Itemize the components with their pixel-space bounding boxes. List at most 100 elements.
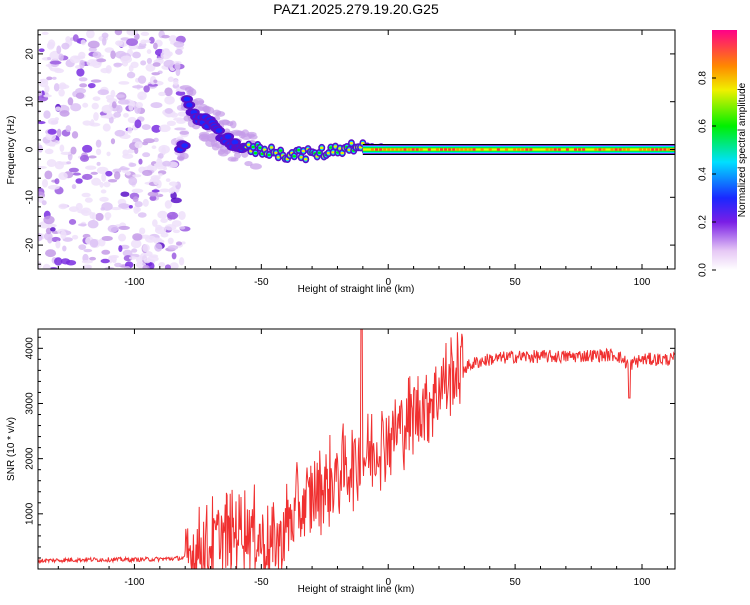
band-peak (655, 148, 659, 151)
band-peak (618, 148, 622, 151)
noise-blob (142, 198, 149, 207)
snr-xtick-label: 50 (510, 577, 522, 588)
noise-blob (118, 81, 130, 85)
noise-blob (139, 227, 146, 235)
noise-blob (167, 76, 175, 83)
band-peak (573, 148, 578, 151)
noise-blob (154, 243, 163, 252)
track-core (329, 146, 333, 149)
band-peak (480, 148, 484, 151)
noise-blob (140, 31, 150, 36)
band-peak (464, 148, 468, 151)
track-core (269, 146, 274, 149)
noise-blob (107, 224, 119, 233)
noise-blob (89, 122, 101, 127)
noise-blob (93, 112, 99, 121)
noise-blob (118, 245, 123, 253)
spectrogram-ytick-label: -10 (25, 190, 36, 205)
noise-blob (166, 120, 176, 127)
noise-blob (150, 102, 163, 109)
noise-blob (133, 205, 140, 214)
noise-blob (157, 210, 168, 219)
track-core (258, 146, 262, 150)
band-peak (557, 148, 561, 151)
noise-blob (165, 178, 171, 183)
noise-blob (75, 178, 83, 184)
band-peak (504, 148, 509, 151)
noise-blob (130, 61, 139, 69)
band-peak (488, 148, 492, 151)
noise-blob (88, 47, 97, 53)
track-core (326, 151, 331, 155)
snr-ytick-label: 3000 (25, 392, 36, 415)
noise-blob (58, 82, 67, 90)
snr-frame (37, 328, 676, 570)
noise-blob (79, 154, 90, 162)
noise-blob (158, 91, 166, 97)
noise-blob (46, 76, 53, 81)
noise-blob (149, 195, 157, 201)
noise-blob (131, 248, 138, 253)
noise-blob (153, 42, 158, 50)
band-peak (659, 148, 663, 151)
noise-blob (132, 233, 143, 241)
noise-blob (158, 173, 163, 177)
colorbar-tick-label: 0.2 (698, 215, 709, 229)
noise-blob (118, 225, 130, 231)
noise-blob (60, 230, 67, 240)
noise-blob (152, 62, 161, 67)
noise-blob (72, 172, 82, 176)
noise-blob (46, 159, 57, 168)
band-peak (435, 148, 439, 151)
noise-blob (146, 57, 152, 65)
noise-blob (41, 179, 49, 188)
noise-blob (65, 36, 72, 43)
snr-series-line (38, 329, 675, 569)
band-peak (565, 148, 569, 151)
noise-blob (114, 129, 126, 137)
track-halo (212, 109, 222, 116)
band-peak (622, 148, 626, 151)
noise-blob (128, 162, 137, 167)
noise-blob (130, 239, 142, 249)
noise-blob (101, 249, 111, 255)
band-peak (614, 148, 618, 151)
noise-blob (126, 38, 139, 47)
track-mid (183, 96, 191, 102)
noise-blob (158, 262, 166, 268)
band-peak (549, 148, 553, 151)
noise-blob (132, 174, 142, 178)
noise-blob (78, 223, 87, 227)
band-peak (460, 148, 464, 151)
noise-blob (138, 158, 143, 165)
noise-blob (118, 233, 127, 242)
noise-blob (157, 152, 164, 159)
noise-blob (75, 202, 83, 211)
noise-blob (177, 111, 188, 117)
noise-blob (109, 255, 119, 259)
noise-blob (104, 212, 112, 219)
noise-blob (110, 138, 116, 145)
noise-blob (105, 170, 113, 177)
noise-blob (163, 166, 168, 171)
noise-blob (101, 104, 113, 114)
band-peak (383, 148, 387, 151)
snr-panel: -100 -50 0 50 100 1000 2000 3000 4000 Height of … (6, 328, 676, 595)
noise-blob (166, 211, 179, 220)
noise-blob (44, 170, 53, 180)
band-peak (427, 148, 431, 151)
noise-blob (87, 82, 96, 89)
noise-blob (126, 30, 138, 36)
noise-blob (137, 212, 147, 218)
noise-blob (75, 87, 87, 94)
noise-blob (71, 131, 79, 139)
noise-blob (70, 146, 77, 155)
spectrogram-ylabel: Frequency (Hz) (6, 116, 17, 185)
band-peak (391, 148, 395, 151)
noise-blob (128, 176, 138, 186)
band-peak (651, 148, 655, 151)
spectrogram-ytick-label: 20 (25, 48, 36, 60)
noise-blob (54, 117, 60, 121)
